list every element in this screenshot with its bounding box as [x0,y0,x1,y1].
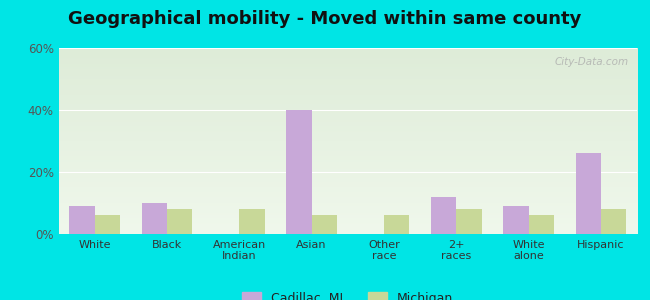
Legend: Cadillac, MI, Michigan: Cadillac, MI, Michigan [242,292,453,300]
Bar [70,206,95,234]
Bar [601,209,626,234]
Bar [167,209,192,234]
Bar [528,215,554,234]
Bar [431,197,456,234]
Bar [142,203,167,234]
Bar [95,215,120,234]
Bar [575,153,601,234]
Bar [384,215,410,234]
Bar [311,215,337,234]
Bar [286,110,311,234]
Text: City-Data.com: City-Data.com [554,57,629,67]
Bar [239,209,265,234]
Text: Geographical mobility - Moved within same county: Geographical mobility - Moved within sam… [68,11,582,28]
Bar [456,209,482,234]
Bar [503,206,528,234]
